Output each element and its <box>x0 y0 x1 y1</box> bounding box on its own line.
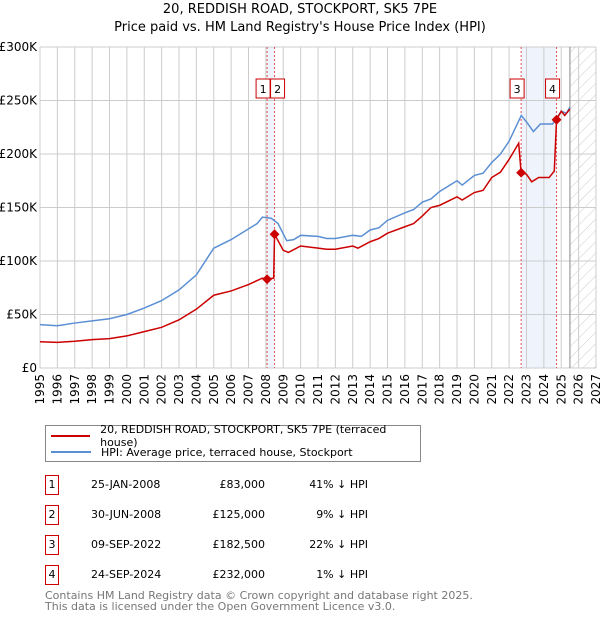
x-tick-label: 2027 <box>589 374 600 405</box>
sale-point-3 <box>516 167 527 178</box>
x-tick-label: 2021 <box>485 374 499 405</box>
legend-label-property: 20, REDDISH ROAD, STOCKPORT, SK5 7PE (te… <box>100 423 387 449</box>
sale-hpi-diff: 41% ↓ HPI <box>309 478 368 491</box>
y-tick-label: £300K <box>0 40 38 54</box>
sale-price: £182,500 <box>212 538 266 551</box>
x-tick-label: 2023 <box>520 374 534 405</box>
y-tick-label: £0 <box>22 361 37 375</box>
footer: Contains HM Land Registry data © Crown c… <box>45 590 473 612</box>
y-tick-label: £100K <box>0 254 38 268</box>
x-tick-label: 2002 <box>155 374 169 405</box>
sale-number: 1 <box>45 475 59 495</box>
property-price-line <box>39 108 571 344</box>
sale-hpi-diff: 9% ↓ HPI <box>316 508 368 521</box>
sale-label-box-4 <box>545 78 561 99</box>
sale-label-box-3 <box>509 78 525 99</box>
sale-point-2 <box>269 229 280 240</box>
sale-label-3: 3 <box>514 83 521 96</box>
x-tick-label: 1999 <box>103 374 117 405</box>
sale-number: 3 <box>45 535 59 555</box>
sale-label-2: 2 <box>274 83 281 96</box>
x-tick-label: 1997 <box>68 374 82 405</box>
x-tick-label: 2006 <box>224 374 238 405</box>
x-tick-label: 2005 <box>207 374 221 405</box>
sale-label-4: 4 <box>549 83 556 96</box>
footer-licence: This data is licensed under the Open Gov… <box>45 600 396 613</box>
x-tick-label: 2019 <box>450 374 464 405</box>
y-tick-label: £250K <box>0 94 38 108</box>
x-tick-label: 2016 <box>398 374 412 405</box>
x-tick-label: 2011 <box>311 374 325 405</box>
sale-price: £83,000 <box>219 478 266 491</box>
y-tick-label: £200K <box>0 147 38 161</box>
sale-date: 25-JAN-2008 <box>91 478 161 491</box>
x-tick-label: 2013 <box>346 374 360 405</box>
x-tick-label: 2017 <box>415 374 429 405</box>
sale-number: 2 <box>45 505 59 525</box>
sale-date: 09-SEP-2022 <box>91 538 162 551</box>
x-tick-label: 2007 <box>242 374 256 405</box>
legend-label-hpi: HPI: Average price, terraced house, Stoc… <box>101 445 353 459</box>
x-tick-label: 2018 <box>433 374 447 405</box>
x-tick-label: 2000 <box>120 374 134 405</box>
sale-price: £232,000 <box>212 568 266 581</box>
price-chart: 1995 1996 1997 1998 1999 2000 2001 2002 2003 2004… <box>0 40 600 405</box>
x-tick-label: 2020 <box>467 374 481 405</box>
x-tick-label: 2026 <box>572 374 586 405</box>
x-tick-label: 2003 <box>172 374 186 405</box>
sale-date: 24-SEP-2024 <box>91 568 162 581</box>
hpi-line <box>39 106 571 327</box>
y-tick-label: £150K <box>0 201 38 215</box>
x-tick-label: 1998 <box>85 374 99 405</box>
legend: 20, REDDISH ROAD, STOCKPORT, SK5 7PE (te… <box>45 423 421 462</box>
x-tick-label: 2009 <box>276 374 290 405</box>
legend-swatch-property <box>51 435 91 437</box>
sale-label-1: 1 <box>260 83 267 96</box>
sale-point-4 <box>551 114 562 125</box>
x-tick-label: 2010 <box>294 374 308 405</box>
x-tick-label: 2024 <box>537 374 551 405</box>
sale-price: £125,000 <box>212 508 266 521</box>
sale-point-1 <box>262 274 273 285</box>
sale-date: 30-JUN-2008 <box>91 508 162 521</box>
chart-subtitle: Price paid vs. HM Land Registry's House … <box>114 20 486 35</box>
x-tick-label: 2014 <box>363 374 377 405</box>
x-tick-label: 2022 <box>502 374 516 405</box>
x-tick-label: 2015 <box>381 374 395 405</box>
x-tick-label: 2008 <box>259 374 273 405</box>
x-tick-label: 2012 <box>328 374 342 405</box>
x-tick-label: 2004 <box>189 374 203 405</box>
sale-number: 4 <box>45 565 59 585</box>
footer-copyright: Contains HM Land Registry data © Crown c… <box>45 589 473 602</box>
x-tick-label: 1995 <box>33 374 47 405</box>
x-tick-label: 2001 <box>137 374 151 405</box>
x-tick-label: 1996 <box>50 374 64 405</box>
x-tick-label: 2025 <box>554 374 568 405</box>
y-tick-label: £50K <box>6 308 38 322</box>
sale-hpi-diff: 22% ↓ HPI <box>309 538 368 551</box>
sale-label-box-2 <box>270 78 286 99</box>
legend-swatch-hpi <box>51 451 91 453</box>
chart-title: 20, REDDISH ROAD, STOCKPORT, SK5 7PE <box>162 2 438 17</box>
sale-hpi-diff: 1% ↓ HPI <box>316 568 368 581</box>
